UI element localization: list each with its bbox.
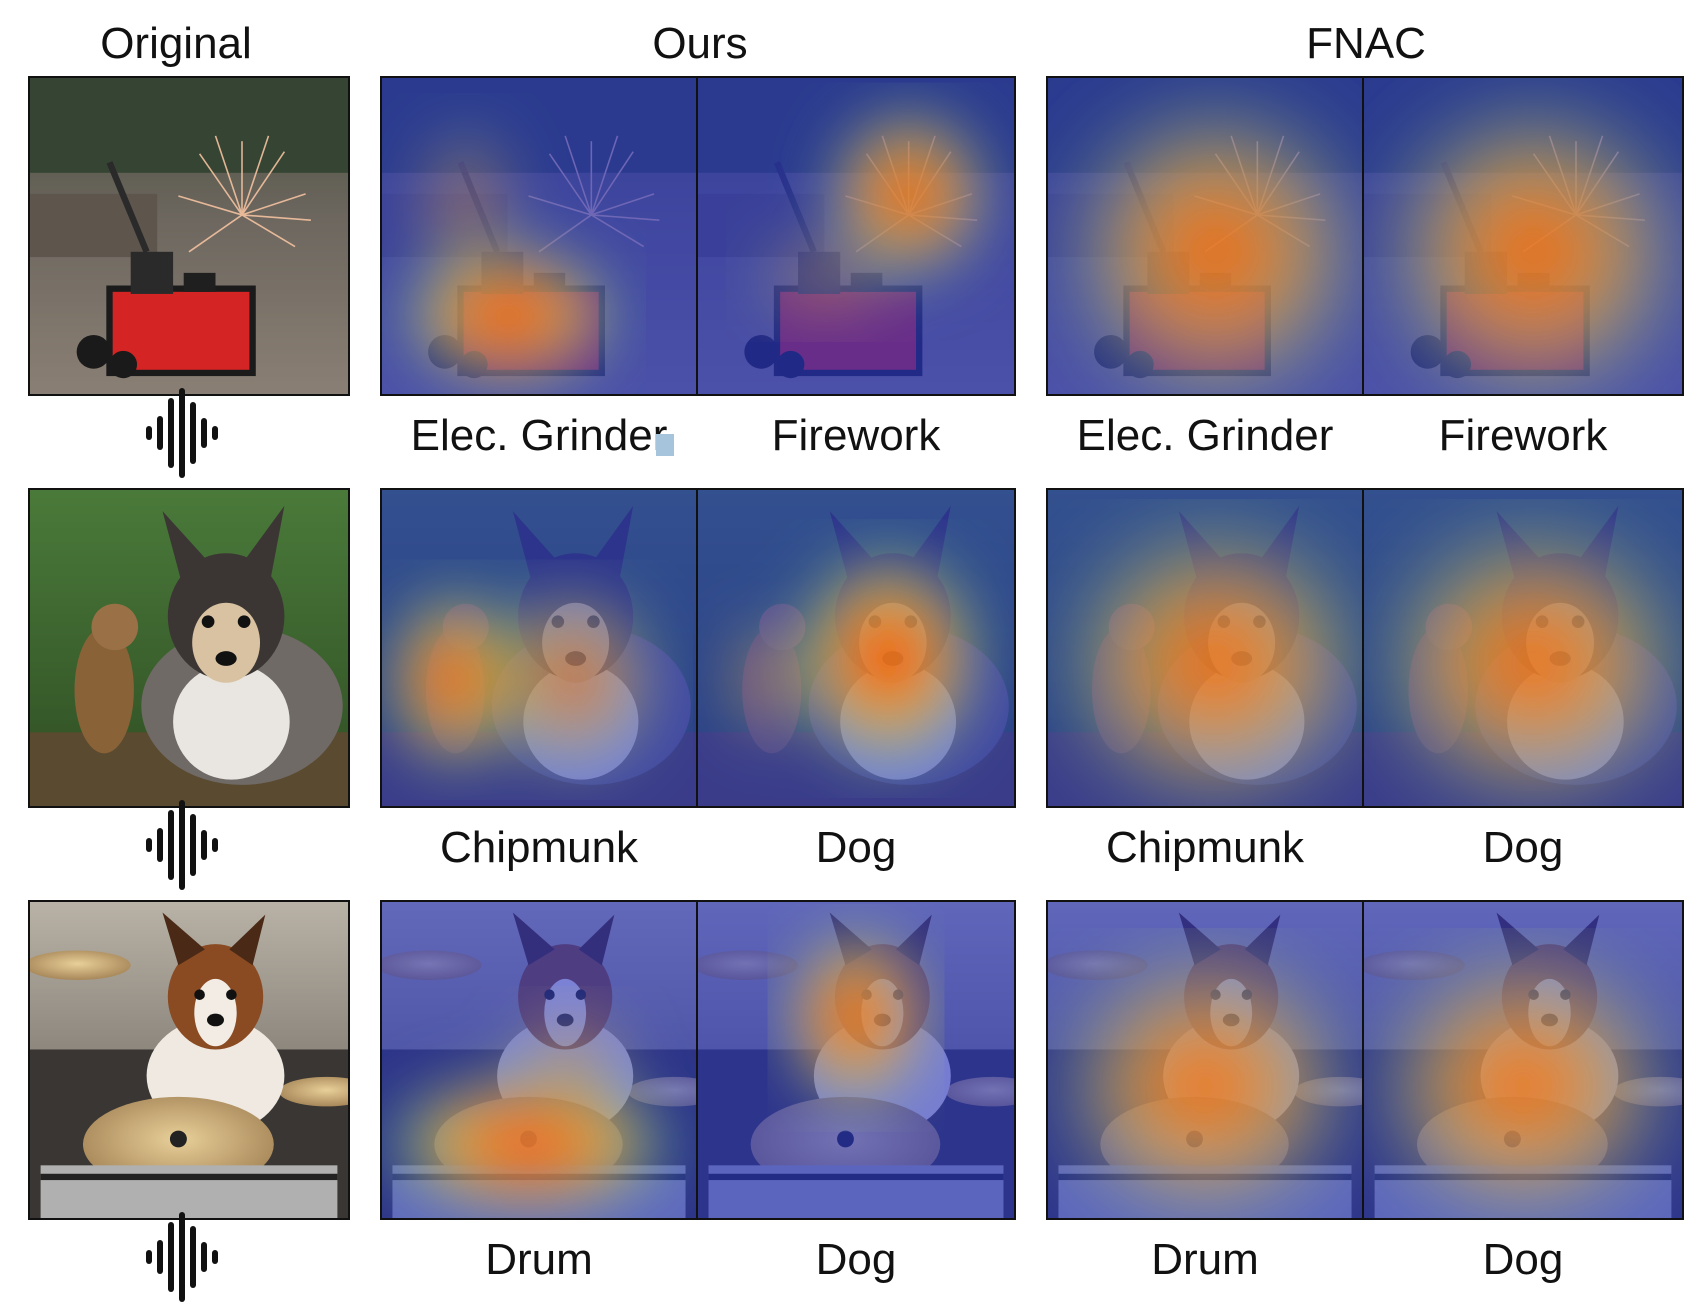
audio-waveform-icon	[146, 388, 218, 478]
label-fnac-row2-b: Dog	[1482, 823, 1564, 872]
fnac-heatmap-row1-grinder	[1046, 76, 1364, 396]
label-ours-row1-a: Elec. Grinder	[410, 411, 668, 460]
label-ours-row1-b: Firework	[771, 411, 941, 460]
label-fnac-row3-b: Dog	[1482, 1235, 1564, 1284]
column-title-original: Original	[100, 19, 252, 68]
fnac-heatmap-row1-firework	[1362, 76, 1684, 396]
label-fnac-row2-a: Chipmunk	[1105, 823, 1305, 872]
cursor-marker	[656, 434, 674, 456]
ours-heatmap-row1-firework	[696, 76, 1016, 396]
label-ours-row3-b: Dog	[815, 1235, 897, 1284]
ours-heatmap-row2-chipmunk	[380, 488, 698, 808]
ours-heatmap-row3-drum	[380, 900, 698, 1220]
ours-heatmap-row2-dog	[696, 488, 1016, 808]
fnac-heatmap-row3-drum	[1046, 900, 1364, 1220]
original-image-row3	[28, 900, 350, 1220]
audio-waveform-icon	[146, 1212, 218, 1302]
audio-waveform-icon	[146, 800, 218, 890]
ours-heatmap-row3-dog	[696, 900, 1016, 1220]
column-title-ours: Ours	[652, 19, 748, 68]
original-image-row2	[28, 488, 350, 808]
original-image-row1	[28, 76, 350, 396]
label-ours-row2-a: Chipmunk	[439, 823, 639, 872]
label-ours-row3-a: Drum	[485, 1235, 593, 1284]
ours-heatmap-row1-grinder	[380, 76, 698, 396]
label-fnac-row1-b: Firework	[1438, 411, 1608, 460]
label-ours-row2-b: Dog	[815, 823, 897, 872]
fnac-heatmap-row3-dog	[1362, 900, 1684, 1220]
fnac-heatmap-row2-chipmunk	[1046, 488, 1364, 808]
label-fnac-row3-a: Drum	[1151, 1235, 1259, 1284]
column-title-fnac: FNAC	[1306, 19, 1426, 68]
label-fnac-row1-a: Elec. Grinder	[1076, 411, 1334, 460]
fnac-heatmap-row2-dog	[1362, 488, 1684, 808]
